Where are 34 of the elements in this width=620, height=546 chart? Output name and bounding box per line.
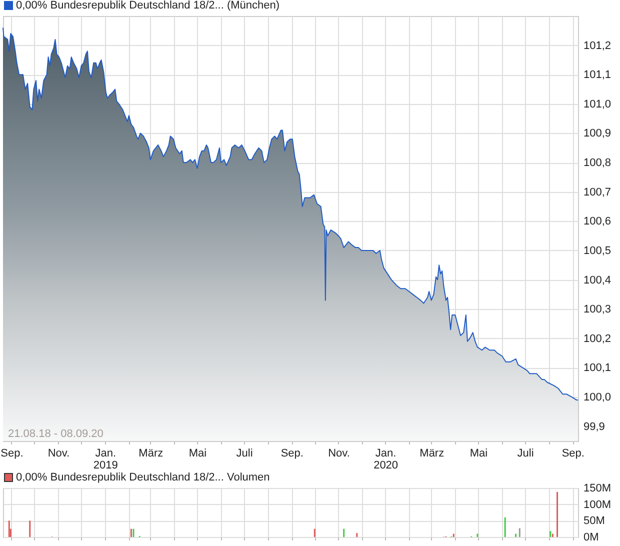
x-tick-label: Jan. 2020: [374, 448, 398, 472]
x-tick-label: Jan. 2019: [93, 448, 118, 472]
x-tick-label: Mai: [188, 448, 207, 460]
y-tick-label: 0M: [584, 532, 599, 544]
y-tick-label: 50M: [584, 515, 605, 528]
y-tick-label: 101,0: [584, 98, 612, 110]
x-tick-label: Juli: [236, 448, 253, 460]
y-tick-label: 100,4: [584, 274, 612, 286]
y-tick-label: 100,1: [584, 362, 612, 374]
legend-label: 0,00% Bundesrepublik Deutschland 18/2... (München): [16, 0, 280, 12]
y-tick-label: 99,9: [584, 420, 605, 433]
x-tick-label: Nov.: [48, 448, 70, 460]
x-tick-label: Juli: [517, 448, 534, 460]
x-tick-label: Mai: [470, 448, 488, 460]
y-tick-label: 100,6: [584, 216, 612, 228]
y-tick-label: 100,7: [584, 186, 612, 198]
y-tick-label: 100,0: [584, 392, 612, 404]
y-tick-label: 150M: [584, 482, 612, 494]
y-tick-label: 100,2: [584, 332, 612, 345]
x-tick-label: Sep.: [0, 448, 24, 460]
y-tick-label: 101,1: [584, 69, 612, 82]
legend-label: 0,00% Bundesrepublik Deutschland 18/2... Volumen: [16, 472, 270, 484]
x-tick-label: März: [138, 448, 164, 460]
y-tick-label: 100,8: [584, 157, 612, 170]
annotation: 21.08.18 - 08.09.20: [8, 428, 104, 440]
x-tick-label: Sep.: [562, 448, 584, 460]
y-tick-label: 100,3: [584, 304, 612, 316]
x-tick-label: März: [420, 448, 444, 460]
x-tick-label: Nov.: [328, 448, 350, 460]
y-tick-label: 100M: [584, 498, 612, 511]
x-tick-label: Sep.: [280, 448, 304, 460]
y-tick-label: 100,9: [584, 128, 612, 140]
y-tick-label: 100,5: [584, 244, 612, 257]
y-tick-label: 101,2: [584, 40, 612, 52]
